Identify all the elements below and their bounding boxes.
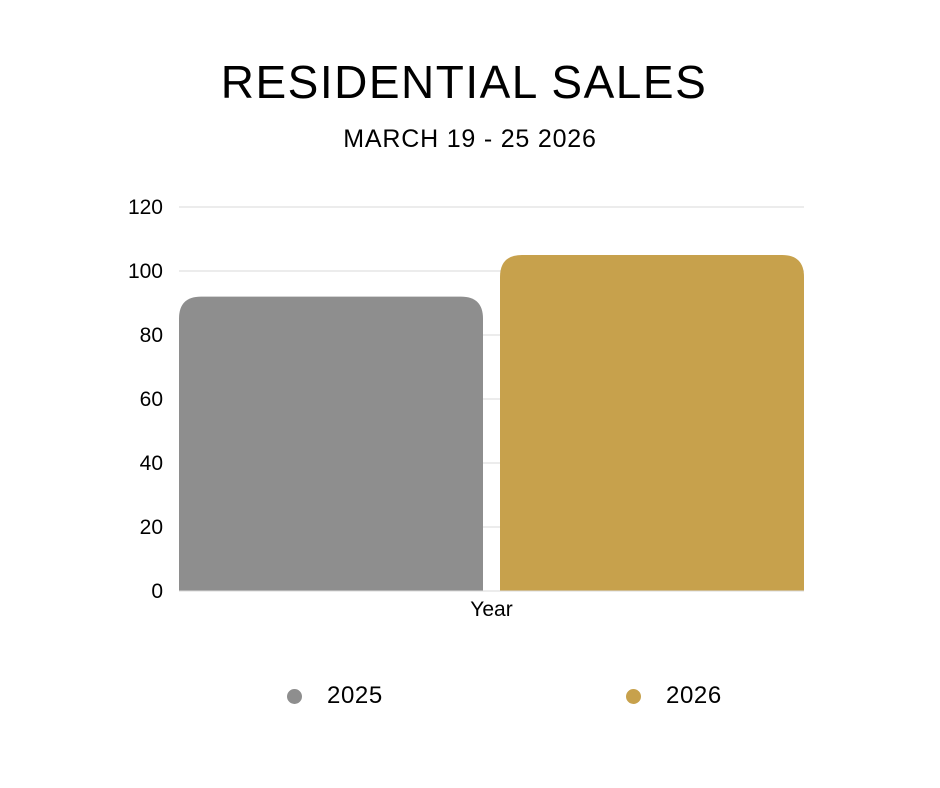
legend-label-2025: 2025	[327, 682, 383, 709]
chart-subtitle: MARCH 19 - 25 2026	[343, 125, 597, 153]
bar-2025	[179, 296, 483, 591]
legend-item-2026: 2026	[626, 676, 722, 716]
chart-legend: 2025 2026	[0, 676, 940, 716]
y-tick-label-0: 0	[151, 580, 163, 603]
chart-title: RESIDENTIAL SALES	[220, 56, 708, 108]
y-tick-label-100: 100	[128, 260, 163, 283]
y-tick-label-60: 60	[140, 388, 163, 411]
y-tick-label-120: 120	[128, 196, 163, 219]
x-tick-label-year: Year	[470, 598, 512, 621]
bar-2026	[500, 255, 804, 591]
y-tick-label-40: 40	[140, 452, 163, 475]
legend-swatch-2026	[626, 688, 641, 704]
y-tick-label-80: 80	[140, 324, 163, 347]
legend-swatch-2025	[287, 688, 302, 704]
y-tick-label-20: 20	[140, 516, 163, 539]
legend-label-2026: 2026	[666, 682, 722, 709]
bar-chart: 0 20 40 60 80 100 120 Year	[128, 196, 804, 621]
legend-item-2025: 2025	[287, 676, 383, 716]
